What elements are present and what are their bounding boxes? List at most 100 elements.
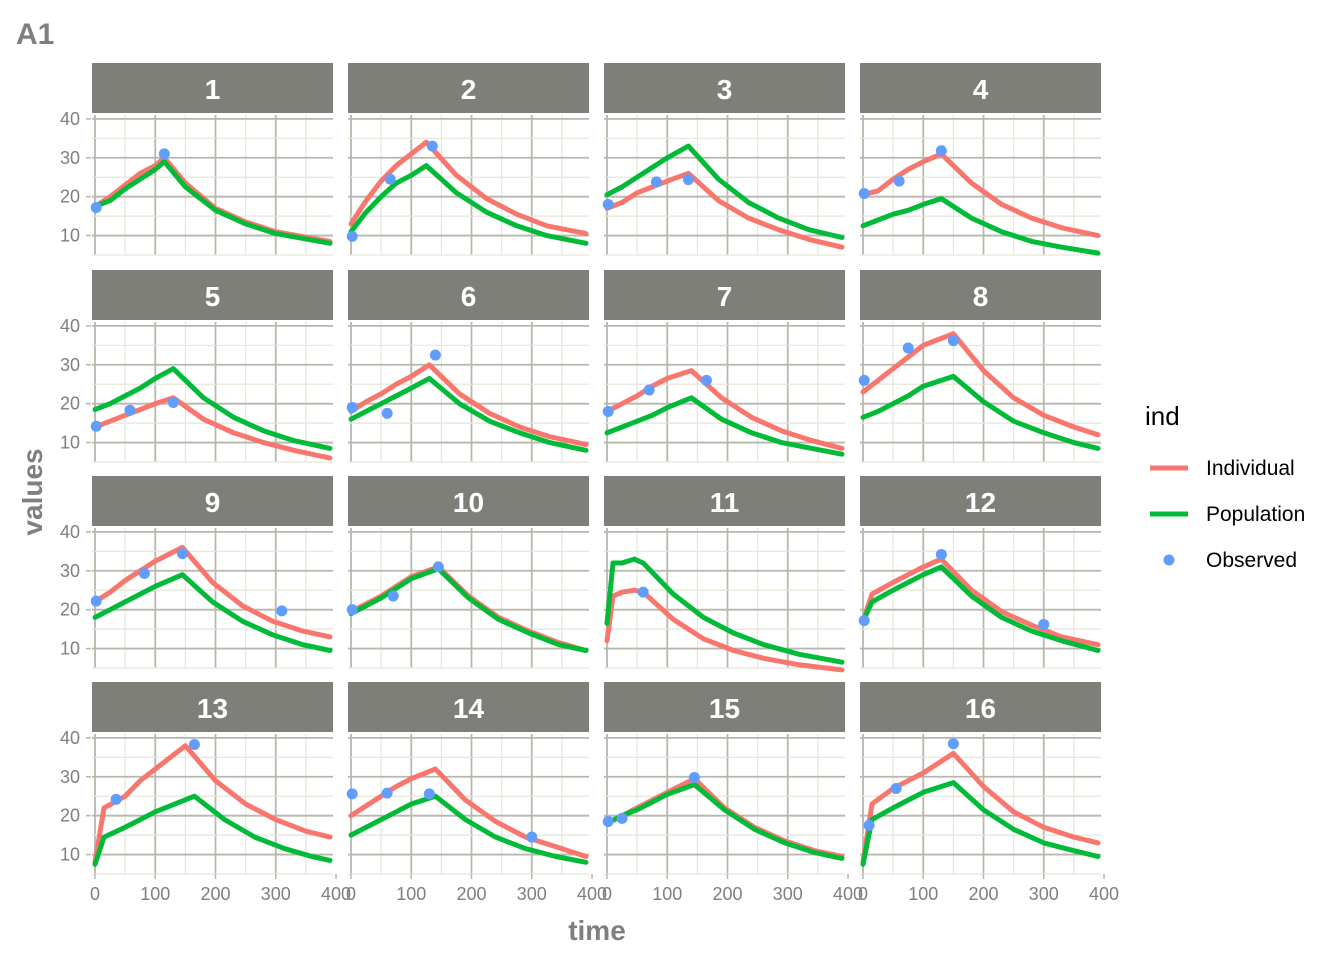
observed-point [387,590,399,602]
facet-panel: 2 [346,63,589,256]
individual-line [92,155,333,244]
facet-strip [348,682,589,732]
facet-strip-label: 12 [965,487,996,518]
individual-line [348,564,589,653]
y-tick-label: 40 [60,316,80,336]
observed-point [688,772,700,784]
y-tick-label: 10 [60,433,80,453]
individual-line [348,139,589,237]
facet-strip [348,63,589,113]
observed-point [384,173,396,185]
x-axis-title: time [568,915,626,946]
panel-grid [860,115,1101,256]
plot-tag: A1 [16,18,54,51]
y-axis-title: values [17,448,48,535]
population-line [92,572,333,653]
facet-strip-label: 5 [205,281,221,312]
y-tick-label: 20 [60,806,80,826]
observed-point [526,831,538,843]
facet-strip-label: 2 [461,74,477,105]
panel-grid [604,734,845,875]
facet-strip [92,270,333,320]
observed-point [90,202,102,214]
observed-point [124,404,136,416]
population-line [604,395,845,457]
facet-strip [348,476,589,526]
facet-panel: 11 [604,476,845,673]
facet-panel: 8 [858,270,1101,463]
x-tick-label: 0 [858,884,868,904]
facet-strip [604,476,845,526]
individual-line [604,587,845,673]
observed-point [700,374,712,386]
facet-strip-label: 7 [717,281,733,312]
population-line [604,143,845,240]
x-tick-label: 100 [908,884,938,904]
facet-strip [92,476,333,526]
facet-panel: 12 [858,476,1101,669]
observed-point [381,787,393,799]
observed-point [1038,618,1050,630]
individual-line [860,750,1101,865]
population-line [860,780,1101,867]
y-tick-label: 30 [60,355,80,375]
x-tick-label: 300 [773,884,803,904]
x-tick-label: 200 [456,884,486,904]
y-tick-label: 20 [60,394,80,414]
panel-grid [604,322,845,463]
individual-line [348,766,589,859]
facet-strip-label: 8 [973,281,989,312]
population-line [860,373,1101,451]
observed-point [158,148,170,160]
y-tick-label: 40 [60,728,80,748]
individual-line [604,368,845,451]
facet-strip [604,682,845,732]
observed-point [935,548,947,560]
legend-title: ind [1145,401,1180,431]
facet-strip-label: 3 [717,74,733,105]
facet-strip-label: 15 [709,693,740,724]
facet-strip-label: 10 [453,487,484,518]
facet-panel: 7 [602,270,845,463]
legend: ind Individual Population Observed [1145,401,1305,572]
observed-point [346,788,358,800]
y-tick-label: 20 [60,187,80,207]
observed-point [429,349,441,361]
facet-strip-label: 13 [197,693,228,724]
observed-point [890,782,902,794]
x-tick-label: 300 [261,884,291,904]
x-tick-label: 200 [200,884,230,904]
population-line [92,159,333,246]
x-tick-label: 400 [321,884,351,904]
facet-strip [348,270,589,320]
legend-label: Individual [1206,457,1295,480]
observed-point [188,739,200,750]
y-axis-tick-labels: 10 20 30 40 10 20 30 40 10 20 30 40 10 20 30 40 [60,109,91,865]
observed-point [90,420,102,432]
population-line [348,793,589,865]
observed-point [423,788,435,800]
observed-point [426,140,438,152]
observed-point [858,188,870,200]
facet-strip-label: 9 [205,487,221,518]
observed-point [616,812,628,824]
x-tick-label: 100 [396,884,426,904]
facet-panel: 13 [92,682,333,875]
population-line [92,366,333,451]
population-line [860,196,1101,256]
x-tick-label: 0 [346,884,356,904]
x-tick-label: 300 [1029,884,1059,904]
facet-strip-label: 14 [453,693,485,724]
facet-strip-label: 11 [710,487,740,518]
facet-strip [92,63,333,113]
observed-point [276,605,288,617]
facet-panel: 16 [860,682,1101,875]
observed-point [90,595,102,607]
facet-panel: 3 [602,63,845,256]
y-tick-label: 10 [60,845,80,865]
facet-strip-label: 1 [205,74,221,105]
individual-line [348,362,589,447]
population-line [604,556,845,665]
observed-point [863,819,875,831]
y-tick-label: 10 [60,639,80,659]
